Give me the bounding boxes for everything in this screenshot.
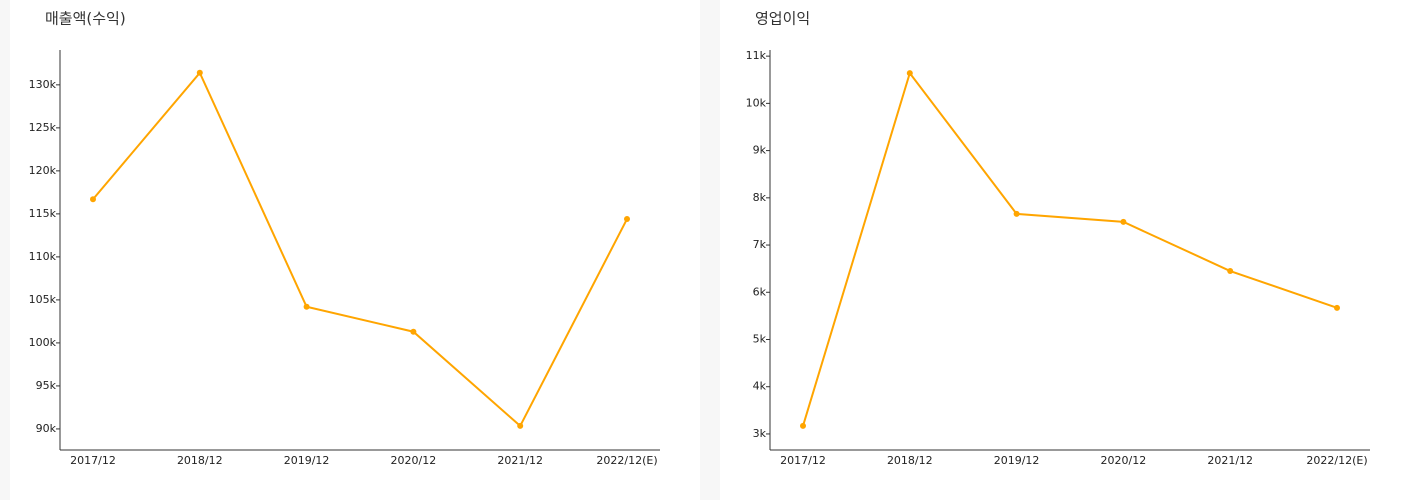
- point: [800, 422, 806, 429]
- y-tick-label: 7k: [753, 238, 767, 251]
- x-tick-label: 2019/12: [284, 454, 330, 467]
- y-tick-label: 120k: [29, 164, 57, 177]
- y-tick-label: 95k: [36, 379, 57, 392]
- x-tick-label: 2021/12: [1207, 454, 1253, 467]
- point: [1334, 304, 1340, 311]
- y-tick-label: 110k: [29, 250, 57, 263]
- x-tick-label: 2018/12: [177, 454, 223, 467]
- x-tick-label: 2021/12: [497, 454, 543, 467]
- y-tick-label: 100k: [29, 336, 57, 349]
- point: [410, 328, 417, 335]
- panel: [720, 0, 1420, 500]
- x-tick-label: 2018/12: [887, 454, 933, 467]
- chart-title: 매출액(수익): [45, 10, 126, 28]
- point: [624, 216, 630, 223]
- y-tick-label: 125k: [29, 121, 57, 134]
- y-tick-label: 11k: [746, 49, 767, 62]
- y-tick-label: 5k: [753, 332, 767, 345]
- point: [906, 70, 913, 77]
- x-tick-label: 2019/12: [994, 454, 1040, 467]
- y-tick-label: 90k: [36, 422, 57, 435]
- panel: [10, 0, 700, 500]
- operating-profit-chart: 영업이익 3k 4k 5k 6k 7k 8k 9k 10k 11k 2017/12 2018/12 2…: [720, 0, 1420, 500]
- line: [802, 70, 1338, 427]
- chart-title: 영업이익: [755, 10, 810, 28]
- y-tick-label: 10k: [746, 96, 767, 109]
- x-tick-label: 2020/12: [1101, 454, 1147, 467]
- x-tick-label: 2017/12: [780, 454, 826, 467]
- y-tick-label: 8k: [753, 191, 767, 204]
- y-tick-label: 105k: [29, 293, 57, 306]
- point: [1013, 210, 1020, 217]
- y-tick-label: 130k: [29, 78, 57, 91]
- point: [196, 69, 203, 76]
- y-tick-label: 4k: [753, 380, 767, 393]
- point: [1120, 218, 1127, 225]
- y-tick-label: 115k: [29, 207, 57, 220]
- x-tick-label: 2022/12(E): [596, 454, 657, 467]
- y-tick-label: 6k: [753, 285, 767, 298]
- x-tick-label: 2020/12: [391, 454, 437, 467]
- revenue-chart: 매출액(수익) 90k 95k 100k 105k 110k 115k 120k 125k 13…: [10, 0, 700, 500]
- point: [90, 196, 96, 203]
- x-tick-label: 2022/12(E): [1306, 454, 1367, 467]
- point: [303, 303, 310, 310]
- y-tick-label: 9k: [753, 144, 767, 157]
- line: [92, 70, 628, 428]
- x-tick-label: 2017/12: [70, 454, 116, 467]
- point: [517, 422, 524, 429]
- y-tick-label: 3k: [753, 427, 767, 440]
- point: [1227, 268, 1234, 275]
